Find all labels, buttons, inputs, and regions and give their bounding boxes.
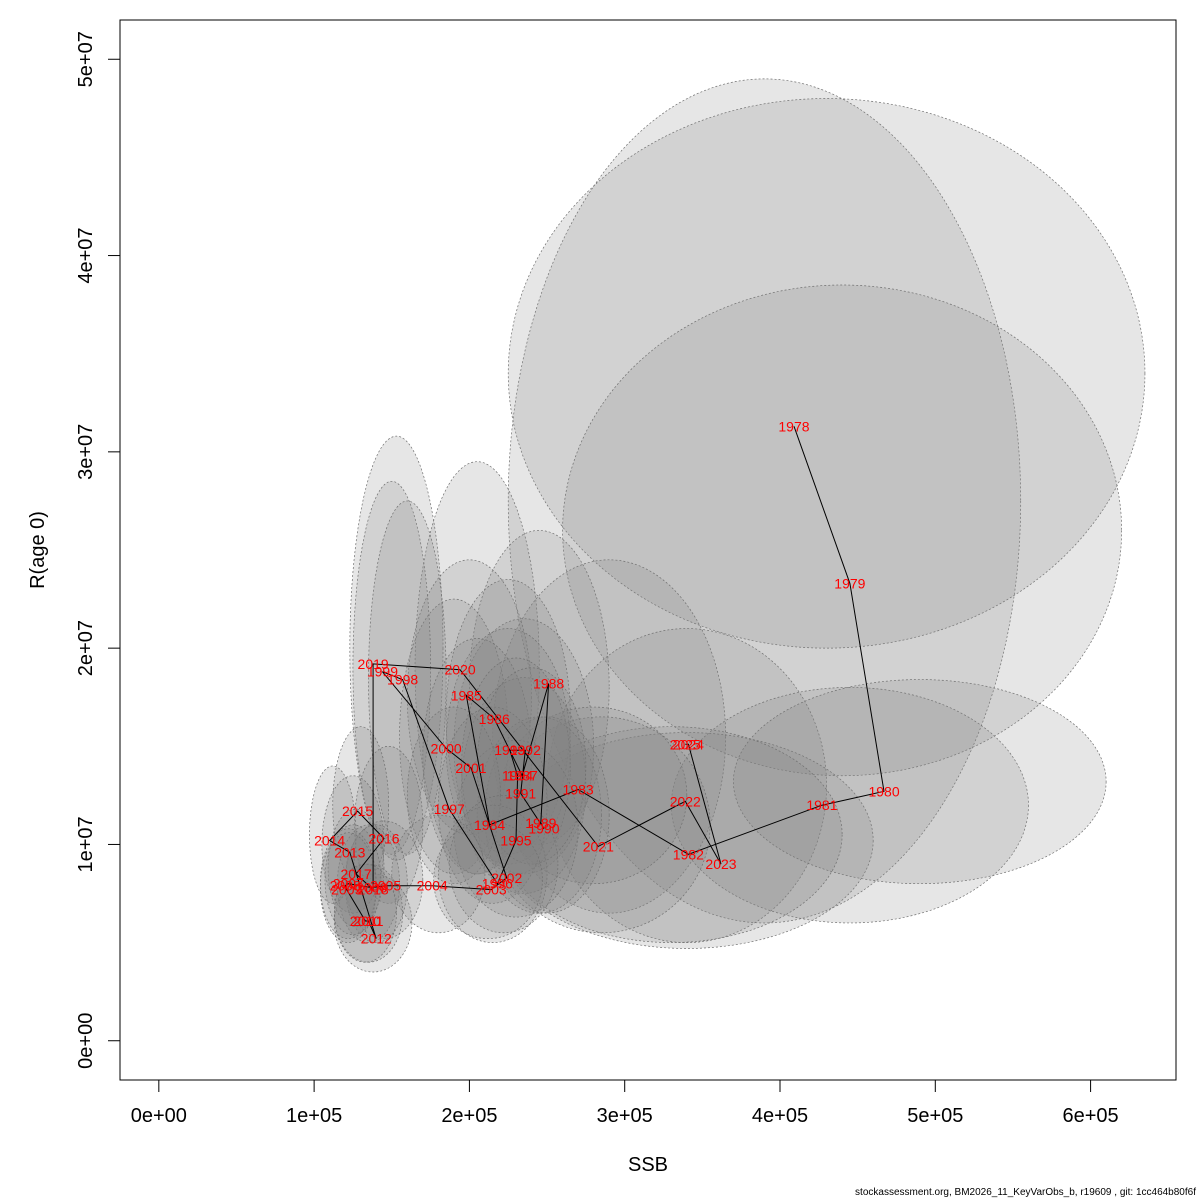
year-label-2005: 2005: [370, 878, 401, 894]
year-label-1988: 1988: [533, 675, 564, 691]
ellipse-1992: [453, 618, 594, 875]
y-axis: 0e+00 1e+07 2e+07 3e+07 4e+07 5e+07: [75, 31, 121, 1069]
x-tick-label: 5e+05: [907, 1105, 963, 1127]
year-label-2010: 2010: [350, 913, 381, 929]
year-label-1983: 1983: [563, 781, 594, 797]
ellipse-1985: [406, 559, 532, 835]
year-label-2020: 2020: [445, 662, 476, 678]
ellipse-1988: [469, 530, 610, 845]
year-label-1981: 1981: [806, 797, 837, 813]
ellipse-1981: [670, 687, 1029, 924]
year-label-2011: 2011: [353, 913, 383, 929]
ellipse-2022: [546, 628, 827, 943]
year-label-2014: 2014: [314, 833, 345, 849]
year-label-1985: 1985: [451, 687, 482, 703]
ellipse-2024: [507, 78, 1022, 924]
y-tick-label: 1e+07: [75, 816, 97, 872]
y-tick-label: 4e+07: [75, 227, 97, 283]
ellipse-2006: [337, 824, 400, 943]
y-tick-label: 3e+07: [75, 424, 97, 480]
year-label-2006: 2006: [356, 880, 387, 896]
x-tick-label: 0e+00: [131, 1105, 187, 1127]
footer-credit: stockassessment.org, BM2026_11_KeyVarObs…: [855, 1187, 1196, 1198]
year-label-1986: 1986: [479, 711, 510, 727]
year-label-2021: 2021: [583, 838, 614, 854]
ellipse-1991: [461, 677, 587, 894]
year-label-1996: 1996: [482, 876, 513, 892]
ellipse-1997: [406, 706, 501, 885]
ellipse-2020: [414, 461, 540, 875]
ellipse-1987: [476, 667, 587, 865]
year-label-1995: 1995: [500, 833, 531, 849]
year-label-2019: 2019: [358, 656, 389, 672]
year-label-2024: 2024: [673, 736, 704, 752]
ellipse-2005: [344, 820, 424, 940]
x-axis: 0e+00 1e+05 2e+05 3e+05 4e+05 5e+05 6e+05: [131, 1079, 1119, 1127]
year-label-1993: 1993: [494, 742, 525, 758]
year-label-2000: 2000: [431, 740, 462, 756]
ellipse-1978: [507, 98, 1146, 649]
x-tick-label: 4e+05: [752, 1105, 808, 1127]
year-label-1989: 1989: [525, 815, 556, 831]
year-label-2018: 2018: [358, 882, 389, 898]
year-label-1978: 1978: [778, 418, 809, 434]
x-tick-label: 6e+05: [1063, 1105, 1119, 1127]
year-label-2025: 2025: [670, 736, 701, 752]
year-label-2013: 2013: [334, 844, 365, 860]
year-label-1999: 1999: [367, 664, 398, 680]
year-label-1984: 1984: [474, 817, 505, 833]
confidence-ellipses: [309, 78, 1146, 973]
ellipse-2010: [333, 863, 397, 963]
ellipse-2003: [433, 820, 543, 940]
ellipse-1979: [562, 284, 1122, 777]
x-tick-label: 1e+05: [286, 1105, 342, 1127]
y-tick-label: 5e+07: [75, 31, 97, 87]
year-label-1994: 1994: [502, 768, 533, 784]
year-label-2001: 2001: [455, 760, 486, 776]
y-tick-label: 2e+07: [75, 620, 97, 676]
y-tick-label: 0e+00: [75, 1013, 97, 1069]
year-label-1997: 1997: [434, 801, 465, 817]
year-labels: 1978 1979 1980 1981 1982 1983 1984 1985 1986 1987…: [314, 418, 900, 946]
x-tick-label: 2e+05: [441, 1105, 497, 1127]
x-tick-label: 3e+05: [597, 1105, 653, 1127]
ellipse-2023: [500, 726, 843, 943]
year-label-1987: 1987: [507, 768, 538, 784]
ellipse-1984: [438, 706, 548, 904]
year-label-2015: 2015: [342, 803, 373, 819]
year-label-2004: 2004: [417, 878, 448, 894]
year-label-1998: 1998: [387, 672, 418, 688]
year-label-2012: 2012: [361, 931, 392, 947]
x-axis-label: SSB: [628, 1154, 668, 1176]
year-label-2002: 2002: [491, 870, 522, 886]
trajectory-line: [328, 426, 885, 939]
year-label-2017: 2017: [340, 866, 371, 882]
year-label-2022: 2022: [670, 793, 701, 809]
ellipse-1996: [438, 804, 548, 943]
year-label-1991: 1991: [505, 785, 536, 801]
year-label-1980: 1980: [868, 783, 899, 799]
year-label-1990: 1990: [528, 821, 559, 837]
y-axis-label: R(age 0): [27, 511, 49, 589]
ellipse-2015: [332, 726, 390, 885]
year-label-2007: 2007: [333, 876, 364, 892]
ellipse-1998: [368, 500, 447, 855]
year-label-1979: 1979: [834, 575, 865, 591]
year-label-2003: 2003: [476, 882, 507, 898]
year-label-2009: 2009: [331, 882, 362, 898]
ellipse-2002: [448, 795, 559, 934]
year-label-2023: 2023: [705, 856, 736, 872]
ellipse-2025: [492, 559, 726, 914]
year-label-2016: 2016: [368, 831, 399, 847]
trajectory-polyline: [328, 426, 885, 939]
year-label-1992: 1992: [510, 742, 541, 758]
year-label-2008: 2008: [330, 878, 361, 894]
ellipse-1980: [733, 679, 1107, 885]
year-label-1982: 1982: [673, 846, 704, 862]
